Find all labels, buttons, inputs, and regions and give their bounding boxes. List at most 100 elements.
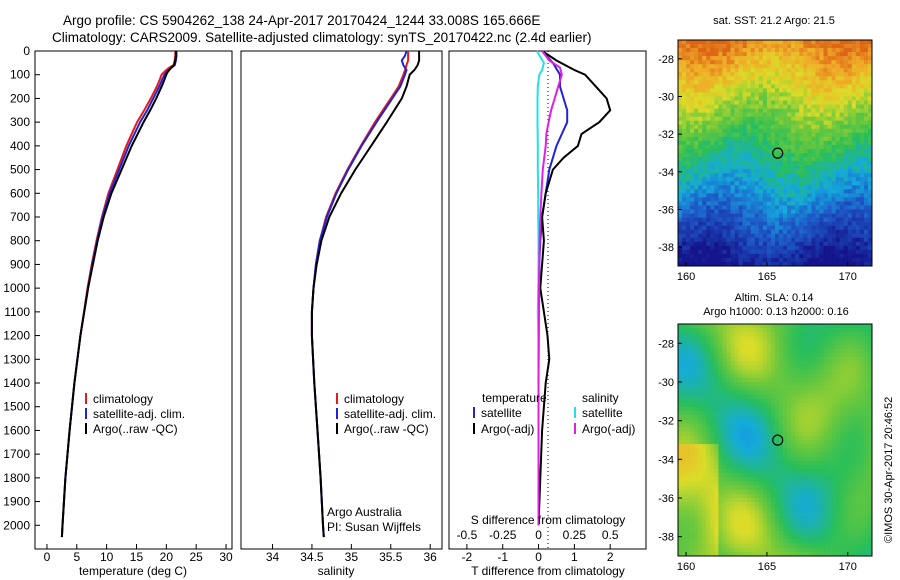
heatmap-cell bbox=[783, 148, 788, 154]
map-y-tick-label: -36 bbox=[658, 205, 674, 217]
heatmap-cell bbox=[803, 92, 808, 97]
heatmap-cell bbox=[746, 233, 752, 239]
heatmap-cell bbox=[682, 108, 687, 113]
heatmap-cell bbox=[839, 213, 845, 218]
heatmap-cell bbox=[867, 116, 873, 122]
heatmap-cell bbox=[787, 153, 792, 158]
heatmap-cell bbox=[859, 84, 865, 89]
heatmap-cell bbox=[823, 328, 828, 333]
heatmap-cell bbox=[730, 153, 735, 158]
heatmap-cell bbox=[770, 427, 776, 433]
heatmap-cell bbox=[783, 440, 788, 445]
heatmap-cell bbox=[690, 431, 695, 437]
heatmap-cell bbox=[758, 116, 764, 122]
heatmap-cell bbox=[746, 411, 752, 416]
heatmap-cell bbox=[690, 132, 695, 138]
heatmap-cell bbox=[698, 72, 703, 77]
heatmap-cell bbox=[851, 241, 857, 247]
top-tick-label: -0.25 bbox=[489, 528, 517, 542]
heatmap-cell bbox=[795, 419, 800, 424]
heatmap-cell bbox=[718, 498, 723, 503]
heatmap-cell bbox=[783, 489, 788, 495]
heatmap-cell bbox=[843, 332, 849, 337]
x-tick-label: 1 bbox=[571, 550, 578, 564]
heatmap-cell bbox=[815, 40, 820, 45]
heatmap-cell bbox=[710, 340, 715, 346]
heatmap-cell bbox=[762, 88, 768, 93]
heatmap-cell bbox=[742, 257, 748, 263]
heatmap-cell bbox=[746, 72, 752, 77]
heatmap-cell bbox=[803, 193, 808, 198]
heatmap-cell bbox=[775, 181, 780, 186]
heatmap-cell bbox=[682, 132, 687, 138]
heatmap-cell bbox=[698, 365, 703, 370]
heatmap-cell bbox=[827, 52, 832, 57]
heatmap-cell bbox=[835, 502, 840, 507]
heatmap-cell bbox=[775, 44, 780, 49]
heatmap-cell bbox=[710, 72, 715, 77]
heatmap-cell bbox=[718, 64, 723, 69]
y-tick-label: 200 bbox=[10, 91, 30, 105]
heatmap-cell bbox=[779, 444, 784, 449]
heatmap-cell bbox=[823, 52, 828, 57]
heatmap-cell bbox=[839, 144, 845, 150]
heatmap-cell bbox=[766, 336, 772, 341]
heatmap-cell bbox=[766, 411, 772, 416]
heatmap-cell bbox=[746, 124, 752, 130]
heatmap-cell bbox=[847, 104, 853, 109]
heatmap-cell bbox=[867, 104, 873, 109]
heatmap-cell bbox=[770, 237, 776, 243]
heatmap-cell bbox=[722, 253, 727, 259]
heatmap-cell bbox=[746, 353, 752, 358]
heatmap-cell bbox=[831, 386, 836, 391]
heatmap-cell bbox=[775, 415, 780, 420]
heatmap-cell bbox=[815, 357, 820, 362]
heatmap-cell bbox=[799, 221, 804, 226]
heatmap-cell bbox=[799, 440, 804, 445]
heatmap-cell bbox=[807, 394, 812, 399]
heatmap-cell bbox=[766, 257, 772, 263]
heatmap-cell bbox=[698, 485, 703, 491]
heatmap-cell bbox=[702, 165, 707, 170]
heatmap-cell bbox=[803, 382, 808, 387]
heatmap-cell bbox=[698, 221, 703, 226]
heatmap-cell bbox=[831, 237, 836, 243]
heatmap-cell bbox=[686, 112, 691, 117]
heatmap-cell bbox=[682, 498, 687, 503]
heatmap-cell bbox=[819, 60, 824, 65]
heatmap-cell bbox=[815, 394, 820, 399]
heatmap-cell bbox=[758, 481, 764, 486]
heatmap-cell bbox=[686, 213, 691, 218]
heatmap-cell bbox=[795, 448, 800, 453]
heatmap-cell bbox=[766, 348, 772, 354]
heatmap-cell bbox=[734, 249, 739, 255]
heatmap-cell bbox=[722, 201, 727, 206]
heatmap-cell bbox=[851, 353, 857, 358]
heatmap-cell bbox=[823, 213, 828, 218]
heatmap-cell bbox=[831, 411, 836, 416]
heatmap-cell bbox=[815, 452, 820, 457]
heatmap-cell bbox=[823, 112, 828, 117]
heatmap-cell bbox=[859, 161, 865, 166]
heatmap-cell bbox=[742, 365, 748, 370]
heatmap-cell bbox=[734, 213, 739, 218]
heatmap-cell bbox=[811, 144, 816, 150]
heatmap-cell bbox=[714, 84, 719, 89]
heatmap-cell bbox=[698, 209, 703, 214]
heatmap-cell bbox=[702, 60, 707, 65]
heatmap-cell bbox=[839, 128, 845, 134]
heatmap-cell bbox=[726, 261, 731, 267]
heatmap-cell bbox=[698, 92, 703, 97]
heatmap-cell bbox=[738, 136, 743, 142]
heatmap-cell bbox=[839, 493, 845, 499]
heatmap-cell bbox=[787, 444, 792, 449]
heatmap-cell bbox=[859, 353, 865, 358]
heatmap-cell bbox=[698, 136, 703, 142]
heatmap-cell bbox=[690, 382, 695, 387]
heatmap-cell bbox=[718, 464, 723, 470]
heatmap-cell bbox=[690, 169, 695, 174]
heatmap-cell bbox=[754, 185, 760, 190]
heatmap-cell bbox=[726, 431, 731, 437]
heatmap-cell bbox=[730, 56, 735, 61]
heatmap-cell bbox=[766, 253, 772, 259]
